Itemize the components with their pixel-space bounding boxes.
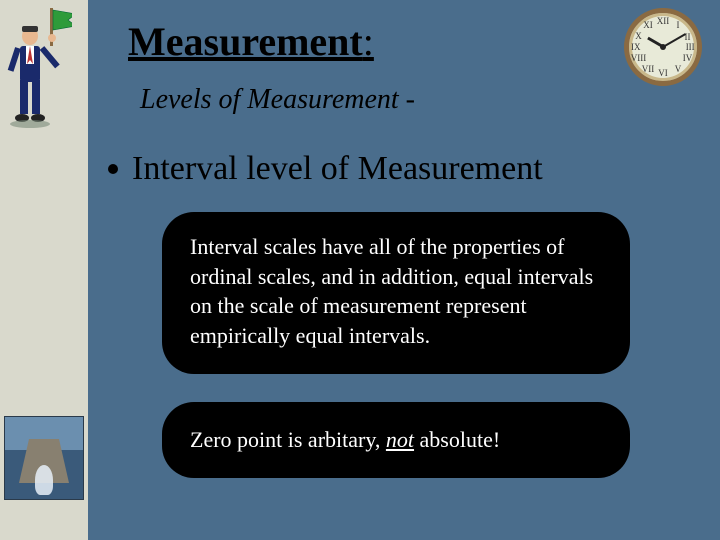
clock-numeral: XII	[657, 16, 670, 26]
clock-numeral: XI	[643, 20, 653, 30]
title-main: Measurement	[128, 19, 363, 64]
page-title: Measurement:	[128, 18, 374, 65]
dam-icon	[4, 416, 84, 500]
clock-icon: XII I II III IV V VI VII VIII IX X XI	[624, 8, 702, 86]
note-prefix: Zero point is arbitary,	[190, 427, 386, 452]
businessman-icon	[6, 8, 72, 128]
clock-center	[660, 44, 666, 50]
note-emphasis: not	[386, 427, 414, 452]
clock-numeral: X	[635, 31, 642, 41]
bullet-text: Interval level of Measurement	[132, 150, 543, 188]
clock-numeral: V	[675, 64, 682, 74]
bullet-marker	[108, 164, 118, 174]
subtitle: Levels of Measurement -	[140, 84, 415, 116]
bullet-row: Interval level of Measurement	[108, 150, 543, 188]
title-suffix: :	[363, 19, 374, 64]
clock-numeral: VIII	[631, 53, 647, 63]
clock-numeral: III	[686, 42, 695, 52]
definition-text: Interval scales have all of the properti…	[190, 234, 593, 348]
clock-numeral: I	[676, 20, 679, 30]
note-suffix: absolute!	[414, 427, 500, 452]
clock-minute-hand	[663, 33, 687, 48]
clock-numeral: IX	[631, 42, 641, 52]
definition-box: Interval scales have all of the properti…	[162, 212, 630, 374]
note-box: Zero point is arbitary, not absolute!	[162, 402, 630, 478]
clock-numeral: VII	[642, 64, 655, 74]
clock-numeral: IV	[683, 53, 693, 63]
clock-numeral: VI	[658, 68, 668, 78]
note-text: Zero point is arbitary, not absolute!	[190, 425, 500, 455]
